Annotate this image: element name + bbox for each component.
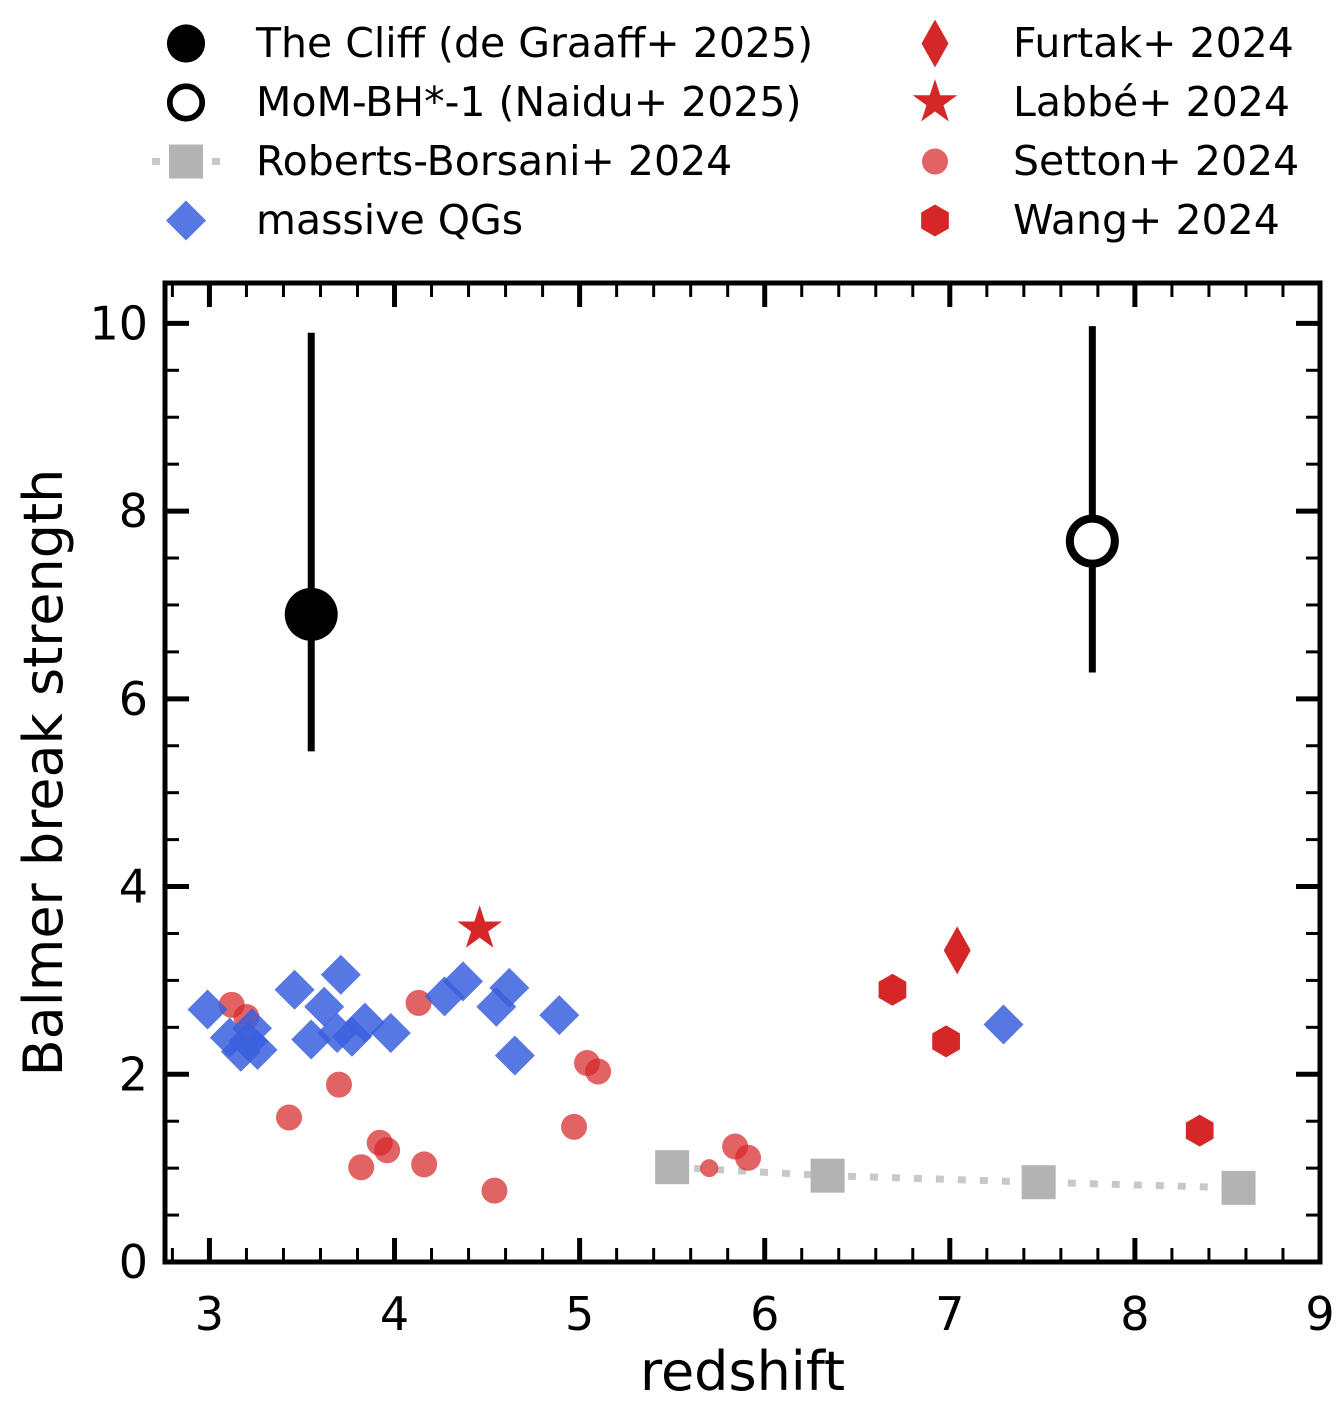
open-circle-icon (166, 83, 206, 122)
data-point (585, 1058, 612, 1085)
small-circle-glyph (922, 148, 948, 175)
star-icon (912, 79, 958, 122)
y-tick-label: 10 (89, 296, 148, 350)
data-point (476, 986, 517, 1027)
series-setton-2024 (218, 989, 762, 1204)
x-tick-label: 9 (1305, 1287, 1334, 1341)
dotted-trend-line (671, 1163, 1239, 1192)
data-point (810, 1158, 845, 1193)
data-point (655, 1150, 690, 1185)
legend-entry-the-cliff: The Cliff (de Graaff+ 2025) (150, 14, 813, 73)
data-point (494, 1035, 535, 1076)
data-point (878, 973, 907, 1006)
filled-circle-glyph (166, 24, 206, 63)
y-tick-label: 4 (119, 860, 148, 914)
x-tick-label: 7 (935, 1287, 964, 1341)
star-glyph (912, 79, 958, 122)
legend-entry-roberts-borsani: Roberts-Borsani+ 2024 (150, 132, 813, 191)
x-tick-label: 4 (380, 1287, 409, 1341)
data-point (1185, 1114, 1214, 1147)
diamond-glyph (166, 200, 206, 241)
data-point (539, 995, 580, 1036)
legend-entry-labbe: Labbé+ 2024 (895, 73, 1299, 132)
x-tick-label: 6 (750, 1287, 779, 1341)
series-wang-2024 (878, 973, 1214, 1147)
thin-diamond-glyph (921, 19, 949, 68)
legend-label-roberts-borsani: Roberts-Borsani+ 2024 (256, 137, 733, 185)
data-point (481, 1177, 508, 1204)
data-point (344, 1002, 385, 1043)
legend-label-massive-qgs: massive QGs (256, 196, 524, 244)
legend-label-labbe: Labbé+ 2024 (1013, 78, 1290, 126)
data-point (237, 1029, 278, 1070)
series-roberts-borsani-2024 (655, 1150, 1256, 1205)
data-point (370, 1012, 411, 1053)
y-tick-label: 0 (119, 1235, 148, 1289)
filled-circle-icon (166, 24, 206, 63)
data-point (457, 905, 503, 948)
legend-label-setton: Setton+ 2024 (1013, 137, 1300, 185)
data-point (932, 1025, 960, 1058)
data-point (411, 1151, 438, 1178)
data-point (187, 989, 228, 1030)
x-tick-label: 8 (1120, 1287, 1149, 1341)
legend-label-furtak: Furtak+ 2024 (1013, 19, 1294, 67)
legend-label-mom-bh1: MoM-BH*-1 (Naidu+ 2025) (256, 78, 802, 126)
legend-column-right: Furtak+ 2024 Labbé+ 2024 Setton+ 2024 Wa… (895, 14, 1299, 250)
series-furtak-2024 (943, 926, 971, 975)
data-point (284, 587, 338, 641)
ticks (165, 283, 1323, 1265)
series-the-cliff-de-graaff-2025 (284, 332, 338, 752)
series-massive-qgs (187, 954, 1024, 1076)
legend-label-the-cliff: The Cliff (de Graaff+ 2025) (256, 19, 814, 67)
y-tick-label: 8 (119, 484, 148, 538)
legend-column-left: The Cliff (de Graaff+ 2025) MoM-BH*-1 (N… (150, 14, 813, 250)
legend-entry-wang: Wang+ 2024 (895, 191, 1299, 250)
dotted-line-square-icon (152, 144, 226, 179)
data-point (374, 1137, 401, 1164)
data-point (735, 1144, 762, 1171)
y-tick-label: 2 (119, 1047, 148, 1101)
data-point (983, 1004, 1024, 1045)
data-point (1021, 1165, 1056, 1200)
data-point (443, 961, 484, 1002)
data-point (561, 1113, 588, 1140)
data-point (274, 969, 315, 1010)
series-mom-bh-1-naidu-2025 (1065, 326, 1119, 673)
y-axis-label: Balmer break strength (12, 469, 75, 1077)
legend-label-wang: Wang+ 2024 (1013, 196, 1280, 244)
hexagon-glyph (921, 204, 949, 237)
data-point (348, 1154, 375, 1181)
axes-frame (162, 280, 1323, 1265)
data-point (700, 1159, 719, 1178)
x-tick-label: 3 (195, 1287, 224, 1341)
data-point (325, 1071, 352, 1098)
legend-entry-massive-qgs: massive QGs (150, 191, 813, 250)
small-circle-icon (922, 148, 948, 175)
open-circle-glyph (166, 83, 206, 122)
square-glyph (169, 144, 203, 179)
legend-entry-mom-bh1: MoM-BH*-1 (Naidu+ 2025) (150, 73, 813, 132)
data-point (276, 1104, 303, 1131)
series-labb-2024 (457, 905, 503, 948)
y-tick-label: 6 (119, 672, 148, 726)
hexagon-icon (921, 204, 949, 237)
legend-entry-furtak: Furtak+ 2024 (895, 14, 1299, 73)
data-point (320, 954, 361, 995)
blue-diamond-icon (166, 200, 206, 241)
data-point (1065, 514, 1119, 568)
data-point (943, 926, 971, 975)
data-point (1221, 1170, 1256, 1205)
x-axis-label: redshift (640, 1340, 845, 1402)
legend-entry-setton: Setton+ 2024 (895, 132, 1299, 191)
thin-diamond-icon (921, 19, 949, 68)
x-tick-label: 5 (565, 1287, 594, 1341)
data-point (489, 967, 530, 1008)
